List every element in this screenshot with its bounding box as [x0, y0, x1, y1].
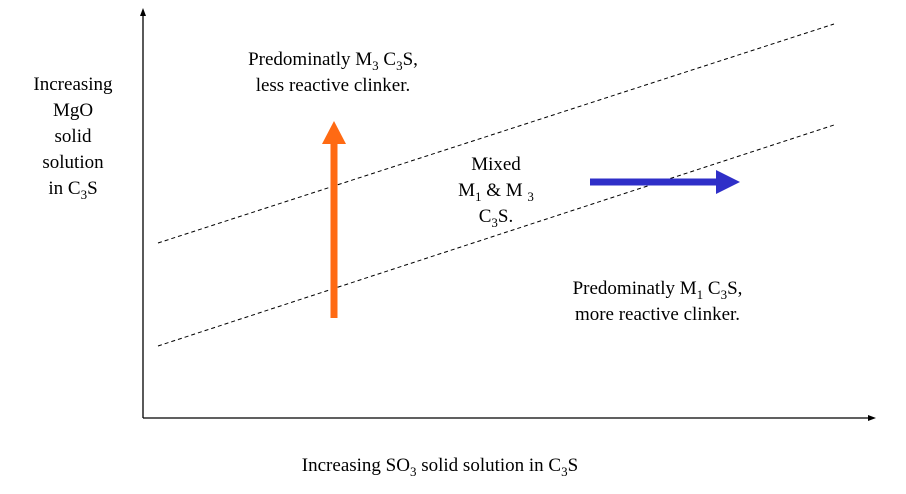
region-lower-line1: Predominatly M1 C3S, — [572, 278, 743, 302]
y-axis-label-line: solution — [42, 152, 104, 173]
region-lower-label: Predominatly M1 C3S, more reactive clink… — [540, 276, 775, 328]
y-axis-arrowhead — [140, 8, 146, 16]
region-mixed-label: Mixed M1 & M 3 C3S. — [436, 152, 556, 230]
up-arrow-head — [322, 121, 346, 144]
x-axis-label: Increasing SO3 solid solution in C3S — [301, 455, 579, 479]
region-upper-line1: Predominatly M3 C3S, — [248, 49, 418, 73]
y-axis-label-line: solid — [54, 126, 92, 147]
region-upper-label: Predominatly M3 C3S, less reactive clink… — [218, 47, 448, 99]
y-axis-label-line: MgO — [52, 100, 94, 121]
x-axis-arrowhead — [868, 415, 876, 421]
region-mixed-line3: C3S. — [478, 206, 514, 230]
region-upper-line2: less reactive clinker. — [255, 75, 411, 96]
y-axis-label-line: in C3S — [48, 178, 98, 202]
y-axis-label-line: Increasing — [33, 74, 113, 95]
region-lower-line2: more reactive clinker. — [574, 304, 741, 325]
y-axis-label: Increasing MgO solid solution in C3S — [18, 72, 128, 202]
right-arrow-head — [716, 170, 740, 194]
region-mixed-line2: M1 & M 3 — [458, 180, 534, 204]
region-mixed-line1: Mixed — [471, 154, 521, 175]
